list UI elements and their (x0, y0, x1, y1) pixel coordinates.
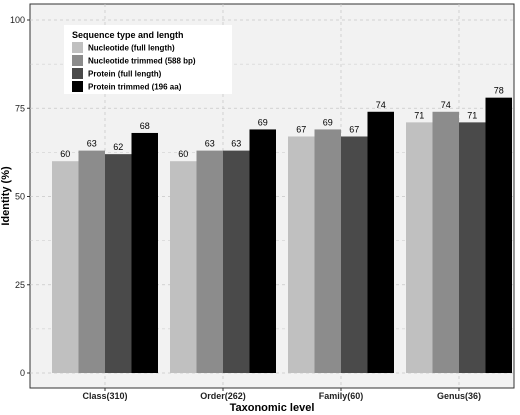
data-label: 71 (467, 110, 477, 120)
legend-box (64, 25, 232, 94)
y-tick-label: 0 (20, 368, 25, 378)
data-label: 63 (205, 139, 215, 149)
x-tick-label: Class(310) (82, 391, 127, 401)
bar (105, 154, 132, 373)
data-label: 74 (441, 100, 451, 110)
data-label: 74 (376, 100, 386, 110)
x-tick-label: Genus(36) (437, 391, 481, 401)
legend-label: Protein trimmed (196 aa) (88, 83, 182, 92)
bar (459, 122, 486, 374)
data-label: 63 (87, 139, 97, 149)
data-label: 69 (258, 117, 268, 127)
legend: Sequence type and length Nucleotide (ful… (64, 25, 232, 94)
x-tick-label: Order(262) (200, 391, 246, 401)
legend-swatch (72, 68, 83, 79)
legend-title: Sequence type and length (72, 30, 184, 40)
bar (131, 132, 158, 373)
legend-label: Protein (full length) (88, 70, 162, 79)
bar (432, 111, 459, 373)
bar (52, 161, 79, 373)
legend-swatch (72, 55, 83, 66)
bar (367, 111, 394, 373)
data-label: 60 (60, 149, 70, 159)
x-axis: Class(310) Order(262) Family(60) Genus(36) (82, 388, 481, 401)
data-label: 67 (296, 124, 306, 134)
data-label: 78 (494, 86, 504, 96)
bar (249, 129, 276, 373)
data-label: 68 (140, 121, 150, 131)
data-label: 67 (349, 124, 359, 134)
y-tick-label: 50 (15, 192, 25, 202)
bar (223, 150, 250, 373)
y-axis-title: Identity (%) (0, 166, 12, 226)
legend-swatch (72, 42, 83, 53)
x-axis-title: Taxonomic level (230, 402, 315, 414)
y-tick-label: 75 (15, 103, 25, 113)
bar (288, 136, 315, 373)
legend-items: Nucleotide (full length) Nucleotide trimm… (72, 42, 196, 92)
data-label: 60 (178, 149, 188, 159)
bar (78, 150, 105, 373)
data-label: 62 (113, 142, 123, 152)
y-tick-label: 25 (15, 280, 25, 290)
bar (406, 122, 433, 374)
data-labels: 60 60 67 71 63 63 69 74 62 63 67 71 68 69 74 78 (60, 86, 504, 160)
legend-label: Nucleotide trimmed (588 bp) (88, 57, 196, 66)
data-label: 63 (231, 139, 241, 149)
bar (196, 150, 223, 373)
data-label: 71 (414, 110, 424, 120)
bars (52, 97, 512, 374)
bar (485, 97, 512, 373)
y-tick-label: 100 (10, 15, 25, 25)
legend-swatch (72, 81, 83, 92)
data-label: 69 (323, 117, 333, 127)
x-tick-label: Family(60) (319, 391, 364, 401)
bar (170, 161, 197, 373)
bar (314, 129, 341, 373)
bar (341, 136, 368, 373)
y-axis: 0 25 50 75 100 (10, 15, 30, 378)
legend-label: Nucleotide (full length) (88, 44, 175, 53)
